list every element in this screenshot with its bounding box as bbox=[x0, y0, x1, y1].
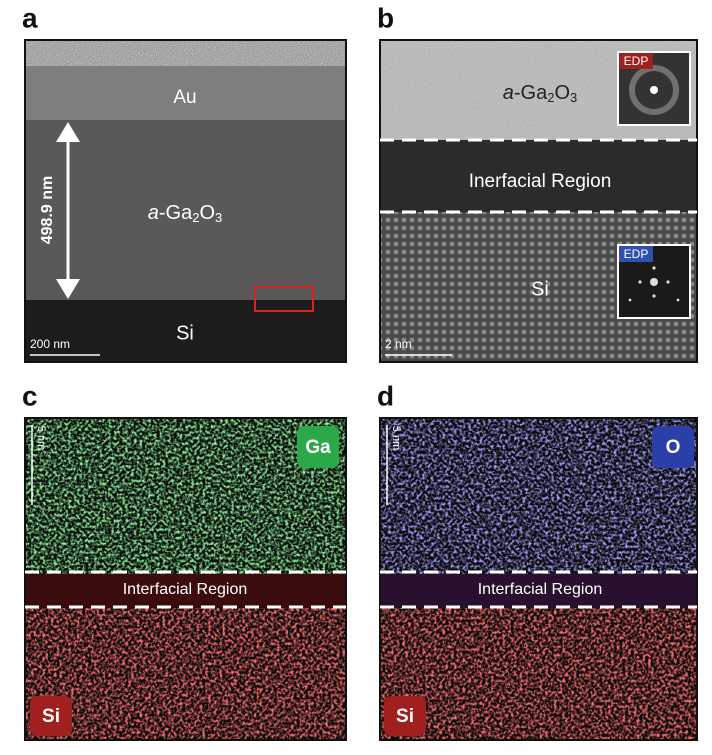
panel-a: Au 498.9 nm a-Ga2O3 Si 200 nm bbox=[24, 39, 347, 363]
layer-label: Si bbox=[531, 278, 549, 300]
element-badge bbox=[297, 426, 339, 468]
spot bbox=[638, 280, 642, 284]
panel-label: b bbox=[377, 2, 394, 33]
layer-label: Si bbox=[176, 322, 194, 344]
panel-b: a-Ga2O3 EDP Inerfacial Region EDP Si 2 n… bbox=[379, 39, 698, 363]
panel-c: 5 nm Ga Interfacial Region Si bbox=[24, 417, 347, 741]
frame bbox=[24, 39, 347, 363]
interface-label: Interfacial Region bbox=[123, 581, 248, 598]
element-badge bbox=[384, 696, 426, 736]
scale-label: 200 nm bbox=[30, 337, 70, 351]
film-label: a-Ga2O3 bbox=[148, 202, 223, 225]
ga-map bbox=[25, 418, 346, 574]
element-badge bbox=[30, 696, 72, 736]
spot bbox=[628, 298, 632, 302]
ring bbox=[629, 65, 679, 115]
panel-label: c bbox=[22, 380, 38, 411]
element-label: Si bbox=[42, 706, 60, 727]
element-label: Ga bbox=[305, 437, 331, 458]
spot bbox=[650, 278, 658, 286]
diffraction-spots bbox=[628, 266, 680, 302]
si-map bbox=[25, 608, 346, 740]
text: -Ga bbox=[514, 82, 548, 104]
text: 2 bbox=[547, 90, 554, 105]
spot bbox=[652, 266, 656, 270]
spot bbox=[676, 298, 680, 302]
si-map bbox=[380, 608, 697, 740]
layer-label: Au bbox=[173, 87, 196, 108]
frame bbox=[24, 417, 347, 741]
thickness-label: 498.9 nm bbox=[39, 176, 56, 244]
zoom-box bbox=[254, 286, 314, 312]
spot bbox=[666, 280, 670, 284]
edp-tag bbox=[619, 246, 653, 262]
text: a bbox=[503, 82, 514, 104]
interface-label: Interfacial Region bbox=[478, 581, 603, 598]
o-map bbox=[380, 418, 697, 574]
text: 3 bbox=[570, 90, 577, 105]
panel-d: 5 nm O Interfacial Region Si bbox=[379, 417, 698, 741]
element-label: O bbox=[666, 437, 681, 458]
scale-label: 5 nm bbox=[390, 426, 402, 450]
edp-tag bbox=[619, 53, 653, 69]
arrow-head bbox=[56, 122, 80, 142]
spot bbox=[652, 294, 656, 298]
interface-region bbox=[380, 140, 697, 212]
scale-label: 5 nm bbox=[35, 426, 47, 450]
text: O bbox=[554, 82, 570, 104]
text: a bbox=[148, 202, 159, 224]
interface-map bbox=[380, 574, 697, 608]
arrow-head bbox=[56, 279, 80, 299]
frame bbox=[379, 417, 698, 741]
film-label: a-Ga2O3 bbox=[503, 82, 578, 105]
text: 2 bbox=[192, 210, 199, 225]
element-badge bbox=[652, 426, 694, 468]
interface-map bbox=[25, 574, 346, 608]
frame bbox=[379, 39, 698, 363]
edp-label: EDP bbox=[624, 247, 649, 261]
text: -Ga bbox=[159, 202, 193, 224]
au-layer bbox=[25, 66, 346, 120]
text: O bbox=[199, 202, 215, 224]
panel-label: d bbox=[377, 380, 394, 411]
interface-label: Inerfacial Region bbox=[469, 171, 612, 192]
spot bbox=[650, 86, 658, 94]
edp-label: EDP bbox=[624, 54, 649, 68]
panel-label: a bbox=[22, 2, 38, 33]
film-layer bbox=[25, 120, 346, 300]
grain bbox=[25, 40, 346, 66]
element-label: Si bbox=[396, 706, 414, 727]
text: 3 bbox=[215, 210, 222, 225]
scale-label: 2 nm bbox=[385, 337, 412, 351]
